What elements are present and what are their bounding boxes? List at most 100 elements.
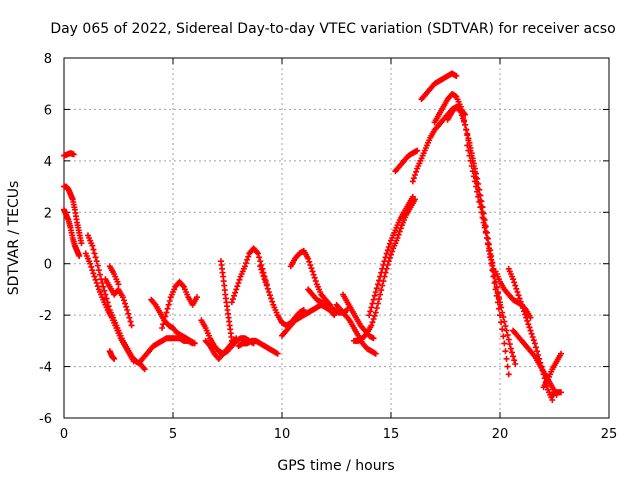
data-point-arc-ad [482,229,489,236]
data-point-arc-x [369,300,376,307]
data-point-arc-o [232,289,239,296]
data-point-arc-f [127,318,134,325]
data-point-arc-s [311,274,318,281]
data-point-arc-af [528,330,535,337]
data-point-arc-ad [494,289,501,295]
data-point-arc-q [261,276,268,283]
data-point-arc-k [193,294,200,301]
data-point-arc-x [385,244,392,250]
data-point-arc-ab [503,355,510,362]
data-point-arc-f [120,297,127,304]
data-point-arc-o [244,256,251,263]
data-point-arc-af [549,397,556,403]
data-point-arc-ac [459,115,466,122]
data-point-arc-x [371,292,378,299]
data-point-arc-ad [505,336,512,343]
data-point-arc-d [89,242,96,249]
data-point-arc-y [411,172,418,178]
data-point-arc-x [382,254,389,261]
y-tick-label: -2 [39,309,52,324]
data-point-arc-k [164,305,171,312]
data-point-arc-d [94,262,101,269]
data-point-arc-ad [502,323,509,330]
y-tick-label: 8 [44,52,52,67]
data-point-arc-e [90,270,97,277]
data-point-arc-m [233,335,240,342]
data-point-arc-ac [462,121,469,128]
data-point-arc-d [99,280,106,286]
data-point-arc-ad [500,314,507,321]
data-point-arc-d [100,283,107,290]
data-point-arc-y [413,168,420,175]
y-tick-label: 0 [44,258,52,273]
data-point-arc-x [367,308,374,315]
data-point-arc-x [378,269,385,276]
y-tick-label: 4 [44,155,52,170]
data-point-arc-b [78,240,85,247]
data-point-arc-af [513,285,520,292]
data-point-arc-w [395,231,402,238]
y-tick-label: 2 [44,206,52,221]
data-point-arc-q [300,307,307,313]
data-point-arc-o [231,292,238,299]
data-point-arc-ad [474,188,481,195]
x-tick-label: 10 [274,427,291,442]
data-point-arc-x [377,273,384,280]
data-point-arc-ad [487,251,494,258]
data-point-arc-k [161,317,168,324]
data-point-arc-o [256,254,263,261]
data-point-arc-ab [502,348,509,355]
data-point-arc-q [259,269,266,276]
data-point-arc-w [376,296,383,303]
x-tick-label: 5 [169,427,177,442]
data-point-arc-af [527,327,534,334]
data-point-arc-e [93,280,100,286]
data-point-arc-ad [477,204,484,211]
data-point-arc-ah [558,350,565,357]
data-point-arc-w [372,309,379,316]
data-point-arc-d [92,254,99,261]
data-point-arc-ad [499,309,506,316]
data-point-arc-w [369,319,376,326]
data-point-arc-f [122,300,129,307]
data-point-arc-w [374,300,381,307]
data-point-arc-ad [466,152,473,159]
data-point-arc-ad [470,173,477,180]
data-point-arc-f [124,307,131,313]
data-point-arc-af [520,308,527,315]
data-point-arc-ad [495,294,502,301]
data-point-arc-j [189,340,196,347]
data-point-arc-k [159,325,166,331]
data-point-arc-w [394,235,401,241]
data-point-arc-s [308,265,315,272]
data-point-arc-f [125,310,132,317]
data-point-arc-s [307,262,314,268]
data-point-arc-ad [503,327,510,334]
data-point-arc-d [103,295,110,302]
data-point-arc-af [519,305,526,312]
data-point-arc-o [233,286,240,293]
data-point-arc-x [368,304,375,311]
data-point-arc-d [95,267,102,274]
data-point-arc-w [371,312,378,319]
data-point-arc-k [165,301,172,308]
data-point-arc-s [312,278,319,285]
grid [64,58,609,418]
data-point-arc-u [372,350,379,357]
data-point-arc-x [374,281,381,288]
data-point-arc-ac [461,118,468,125]
data-point-arc-ai [558,389,565,396]
data-point-arc-e [92,276,99,283]
data-point-arc-af [526,324,533,331]
data-point-arc-ac [458,112,465,119]
data-point-arc-d [141,366,148,373]
data-point-arc-ad [489,262,496,269]
data-point-arc-s [310,271,317,278]
data-point-arc-ab [504,363,511,370]
data-point-arc-af [523,314,530,321]
data-point-arc-ad [511,357,518,364]
data-point-arc-o [257,258,264,265]
data-point-arc-af [524,317,531,324]
data-point-arc-a [70,151,77,158]
data-point-arc-s [306,258,313,265]
